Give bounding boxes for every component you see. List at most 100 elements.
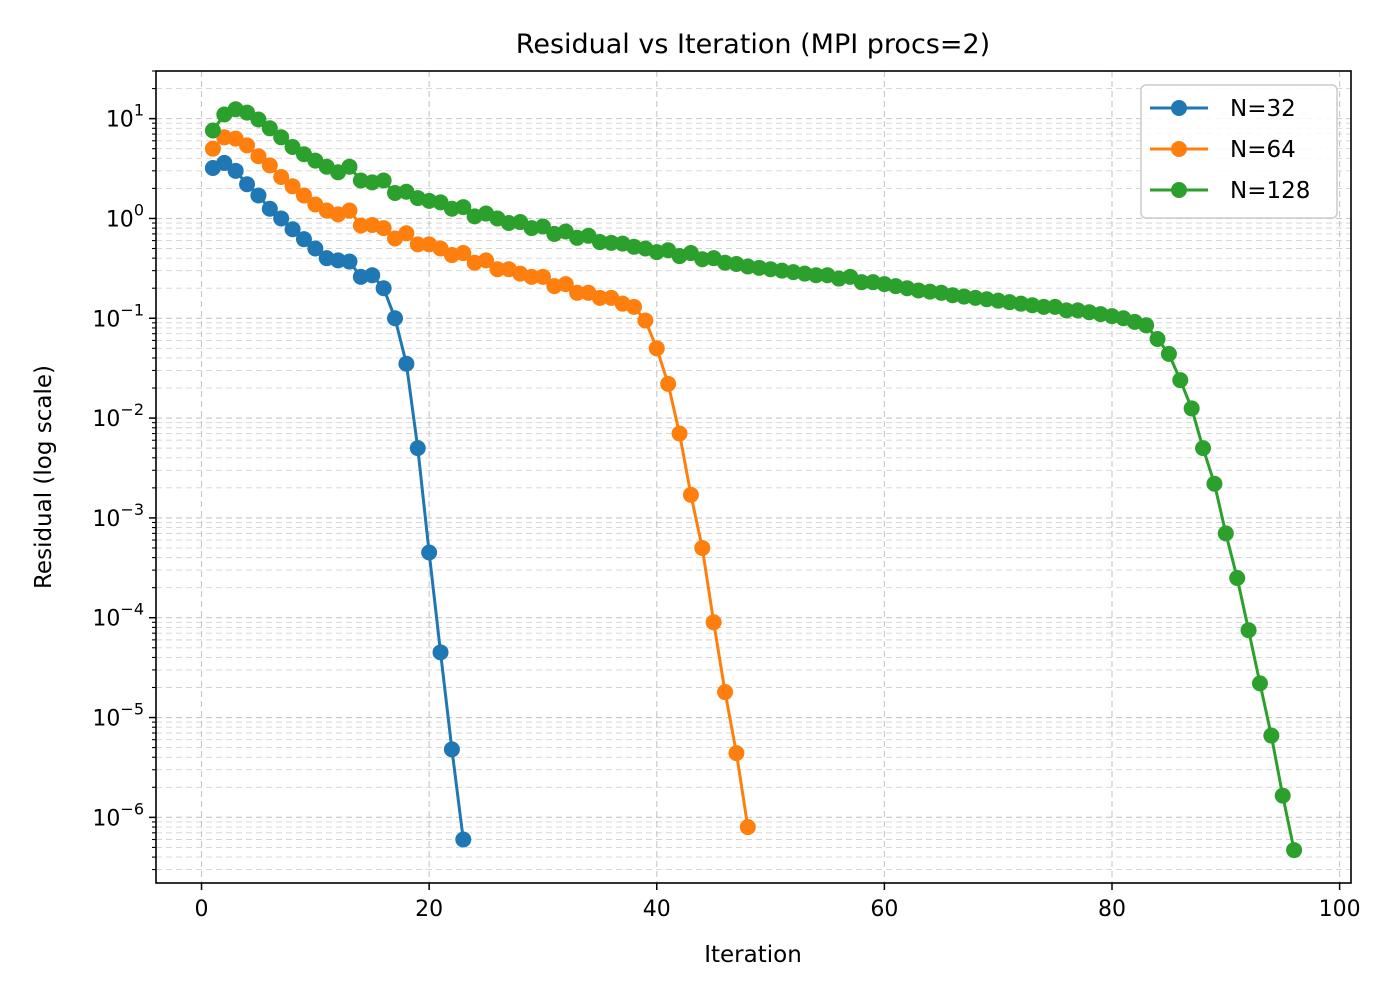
data-point xyxy=(1195,440,1212,457)
data-point xyxy=(239,137,256,154)
data-point xyxy=(534,218,551,235)
x-tick-label: 80 xyxy=(1098,897,1126,922)
data-point xyxy=(295,187,312,204)
y-tick-label: 10−1 xyxy=(92,300,144,332)
data-point xyxy=(694,539,711,556)
data-point xyxy=(250,187,267,204)
plot-frame xyxy=(155,70,1352,884)
legend-box xyxy=(1140,84,1338,219)
data-point xyxy=(250,111,267,128)
data-point xyxy=(432,644,449,661)
data-point xyxy=(398,225,415,242)
data-point xyxy=(1138,317,1155,334)
data-point xyxy=(1035,298,1052,315)
data-point xyxy=(421,544,438,561)
data-point xyxy=(284,221,301,238)
series-layer xyxy=(204,101,1303,859)
legend-item: N=128 xyxy=(1150,178,1310,204)
data-point xyxy=(1160,345,1177,362)
y-tick-label: 10−2 xyxy=(92,400,144,432)
y-tick-label: 101 xyxy=(106,101,144,133)
data-point xyxy=(534,268,551,285)
legend-marker xyxy=(1171,182,1187,198)
data-point xyxy=(341,253,358,270)
data-point xyxy=(637,312,654,329)
data-point xyxy=(455,245,472,262)
y-axis-ticks: 10−6 10−5 10−4 10−3 10−2 10−1 100 101 xyxy=(92,70,156,871)
data-point xyxy=(1263,727,1280,744)
y-tick-label: 10−5 xyxy=(92,700,144,732)
data-point xyxy=(591,234,608,251)
data-point xyxy=(375,280,392,297)
x-tick-label: 100 xyxy=(1319,897,1361,922)
chart-title: Residual vs Iteration (MPI procs=2) xyxy=(516,29,990,60)
data-point xyxy=(671,425,688,442)
y-tick-label: 10−4 xyxy=(92,600,144,632)
data-point xyxy=(626,298,642,315)
data-point xyxy=(523,268,540,285)
legend-label: N=32 xyxy=(1230,96,1296,122)
legend-label: N=128 xyxy=(1230,178,1310,204)
legend-item: N=32 xyxy=(1150,96,1296,122)
legend-item: N=64 xyxy=(1150,137,1296,163)
grid xyxy=(156,70,1351,883)
data-point xyxy=(375,220,392,237)
data-point xyxy=(409,236,426,253)
data-point xyxy=(489,261,506,278)
data-point xyxy=(364,267,381,284)
data-point xyxy=(387,310,403,327)
data-point xyxy=(648,340,665,357)
data-point xyxy=(1149,330,1166,347)
data-point xyxy=(295,231,312,248)
data-point xyxy=(591,289,608,306)
data-point xyxy=(204,122,221,139)
data-point xyxy=(739,819,756,836)
data-point xyxy=(478,252,495,269)
data-point xyxy=(1183,400,1200,417)
legend: N=32 N=64 N=128 xyxy=(1140,84,1338,219)
data-point xyxy=(341,158,358,175)
data-point xyxy=(250,148,267,165)
legend-marker xyxy=(1171,100,1187,116)
data-point xyxy=(284,178,301,195)
data-point xyxy=(216,154,233,171)
x-tick-label: 20 xyxy=(415,897,443,922)
data-point xyxy=(1286,842,1303,859)
data-point xyxy=(261,120,278,137)
x-axis-ticks: 0 20 40 60 80 100 xyxy=(195,883,1361,922)
data-point xyxy=(455,199,472,216)
data-point xyxy=(808,267,825,284)
y-tick-label: 100 xyxy=(106,200,144,232)
data-point xyxy=(307,240,324,257)
data-point xyxy=(1229,570,1246,587)
data-point xyxy=(284,138,301,155)
data-point xyxy=(341,202,358,219)
data-point xyxy=(375,172,392,189)
data-point xyxy=(239,176,256,193)
series-N=32 xyxy=(204,154,472,848)
y-axis-label: Residual (log scale) xyxy=(31,365,57,589)
data-point xyxy=(1058,302,1075,319)
series-N=64 xyxy=(204,129,756,836)
data-point xyxy=(443,741,460,758)
legend-marker xyxy=(1171,141,1187,157)
data-point xyxy=(1217,525,1234,542)
data-point xyxy=(204,140,221,157)
data-point xyxy=(728,745,745,762)
data-point xyxy=(273,210,290,227)
data-point xyxy=(1251,675,1268,692)
data-point xyxy=(455,831,472,848)
y-tick-label: 10−3 xyxy=(92,500,144,532)
data-point xyxy=(409,440,426,457)
data-point xyxy=(660,375,677,392)
data-point xyxy=(227,162,244,179)
data-point xyxy=(853,274,870,291)
series-N=128 xyxy=(204,101,1303,859)
x-tick-label: 0 xyxy=(195,897,209,922)
data-point xyxy=(569,284,586,301)
data-point xyxy=(717,684,734,701)
legend-label: N=64 xyxy=(1230,137,1296,163)
x-tick-label: 40 xyxy=(643,897,671,922)
